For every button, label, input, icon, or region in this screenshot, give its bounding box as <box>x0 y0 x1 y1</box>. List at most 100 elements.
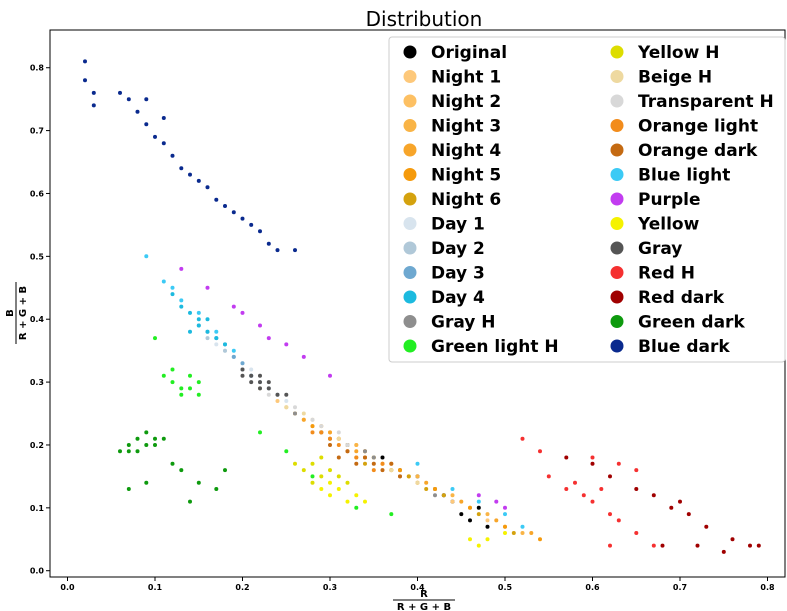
legend-label: Orange light <box>638 117 758 137</box>
data-point <box>380 468 385 473</box>
data-point <box>214 329 219 334</box>
legend-marker <box>403 192 417 206</box>
data-point <box>529 531 534 535</box>
data-point <box>179 468 184 473</box>
data-point <box>590 461 595 466</box>
data-point <box>118 90 122 95</box>
legend-marker <box>403 217 417 230</box>
data-point <box>651 543 656 548</box>
data-point <box>756 543 761 548</box>
data-point <box>389 512 394 517</box>
data-point <box>546 474 551 479</box>
data-point <box>188 386 192 391</box>
data-point <box>345 480 350 485</box>
data-point <box>144 480 149 485</box>
y-tick-label: 0.1 <box>30 504 45 513</box>
y-tick-label: 0.2 <box>30 441 44 450</box>
x-tick-label: 0.0 <box>60 583 75 592</box>
chart-title: Distribution <box>366 7 483 31</box>
data-point <box>153 134 157 139</box>
y-tick-label: 0.0 <box>30 567 45 576</box>
data-point <box>424 480 429 485</box>
data-point <box>301 417 306 422</box>
data-point <box>485 524 490 529</box>
data-point <box>135 109 140 114</box>
data-point <box>371 468 376 473</box>
data-point <box>336 455 341 460</box>
data-point <box>398 474 402 479</box>
data-point <box>520 524 525 529</box>
x-tick-label: 0.3 <box>323 583 337 592</box>
data-point <box>336 436 341 441</box>
data-point <box>293 248 297 253</box>
data-point <box>161 116 166 120</box>
data-point <box>170 292 175 297</box>
data-point <box>485 512 490 517</box>
legend-marker <box>403 119 417 132</box>
data-point <box>345 499 350 504</box>
data-point <box>83 59 87 64</box>
data-point <box>468 518 472 523</box>
data-point <box>371 461 376 466</box>
data-point <box>520 436 525 441</box>
data-point <box>389 461 394 466</box>
legend-marker <box>403 168 417 181</box>
data-point <box>363 461 367 466</box>
data-point <box>354 449 359 454</box>
legend-item: Beige H <box>610 68 712 88</box>
data-point <box>196 323 201 328</box>
legend-label: Yellow <box>637 215 700 235</box>
legend-marker <box>610 217 624 230</box>
x-tick-label: 0.1 <box>148 583 163 592</box>
data-point <box>538 449 542 454</box>
data-point <box>153 443 157 447</box>
y-axis-label-denominator: R + G + B <box>18 286 29 340</box>
data-point <box>581 493 586 498</box>
data-point <box>249 380 254 385</box>
legend-marker <box>403 339 417 353</box>
data-point <box>678 499 682 504</box>
data-point <box>126 97 131 102</box>
data-point <box>223 342 227 347</box>
data-point <box>433 487 437 491</box>
data-point <box>249 367 254 372</box>
legend-marker <box>610 45 624 59</box>
data-point <box>249 373 254 378</box>
data-point <box>301 468 306 473</box>
data-point <box>196 480 201 485</box>
y-axis-label: B R + G + B <box>5 282 29 344</box>
legend-label: Transparent H <box>638 92 774 112</box>
legend-item: Orange dark <box>610 141 758 161</box>
data-point <box>450 493 455 498</box>
data-point <box>196 178 201 183</box>
data-point <box>205 317 210 322</box>
data-point <box>634 468 639 473</box>
data-point <box>205 185 210 190</box>
legend-marker <box>403 315 417 328</box>
series-19 <box>179 266 507 510</box>
data-point <box>328 480 332 485</box>
x-axis-label-numerator: R <box>420 589 428 600</box>
data-point <box>170 285 175 290</box>
data-point <box>179 166 184 171</box>
data-point <box>748 543 752 548</box>
data-point <box>284 392 289 397</box>
data-point <box>730 537 735 542</box>
data-point <box>223 348 227 353</box>
y-tick-label: 0.8 <box>30 64 45 73</box>
legend-label: Gray <box>638 239 682 259</box>
data-point <box>590 499 595 504</box>
y-axis: 0.0 0.1 0.2 0.3 0.4 0.5 0.6 0.7 0.8 <box>30 64 50 576</box>
data-point <box>135 449 140 454</box>
data-point <box>608 543 612 548</box>
data-point <box>240 373 245 378</box>
y-tick-label: 0.6 <box>30 189 45 198</box>
data-point <box>354 443 359 447</box>
data-point <box>240 310 245 315</box>
data-point <box>144 254 149 259</box>
data-point <box>188 329 192 334</box>
legend-marker <box>610 266 624 279</box>
data-point <box>494 499 499 504</box>
data-point <box>433 493 437 498</box>
legend-marker <box>610 315 624 328</box>
